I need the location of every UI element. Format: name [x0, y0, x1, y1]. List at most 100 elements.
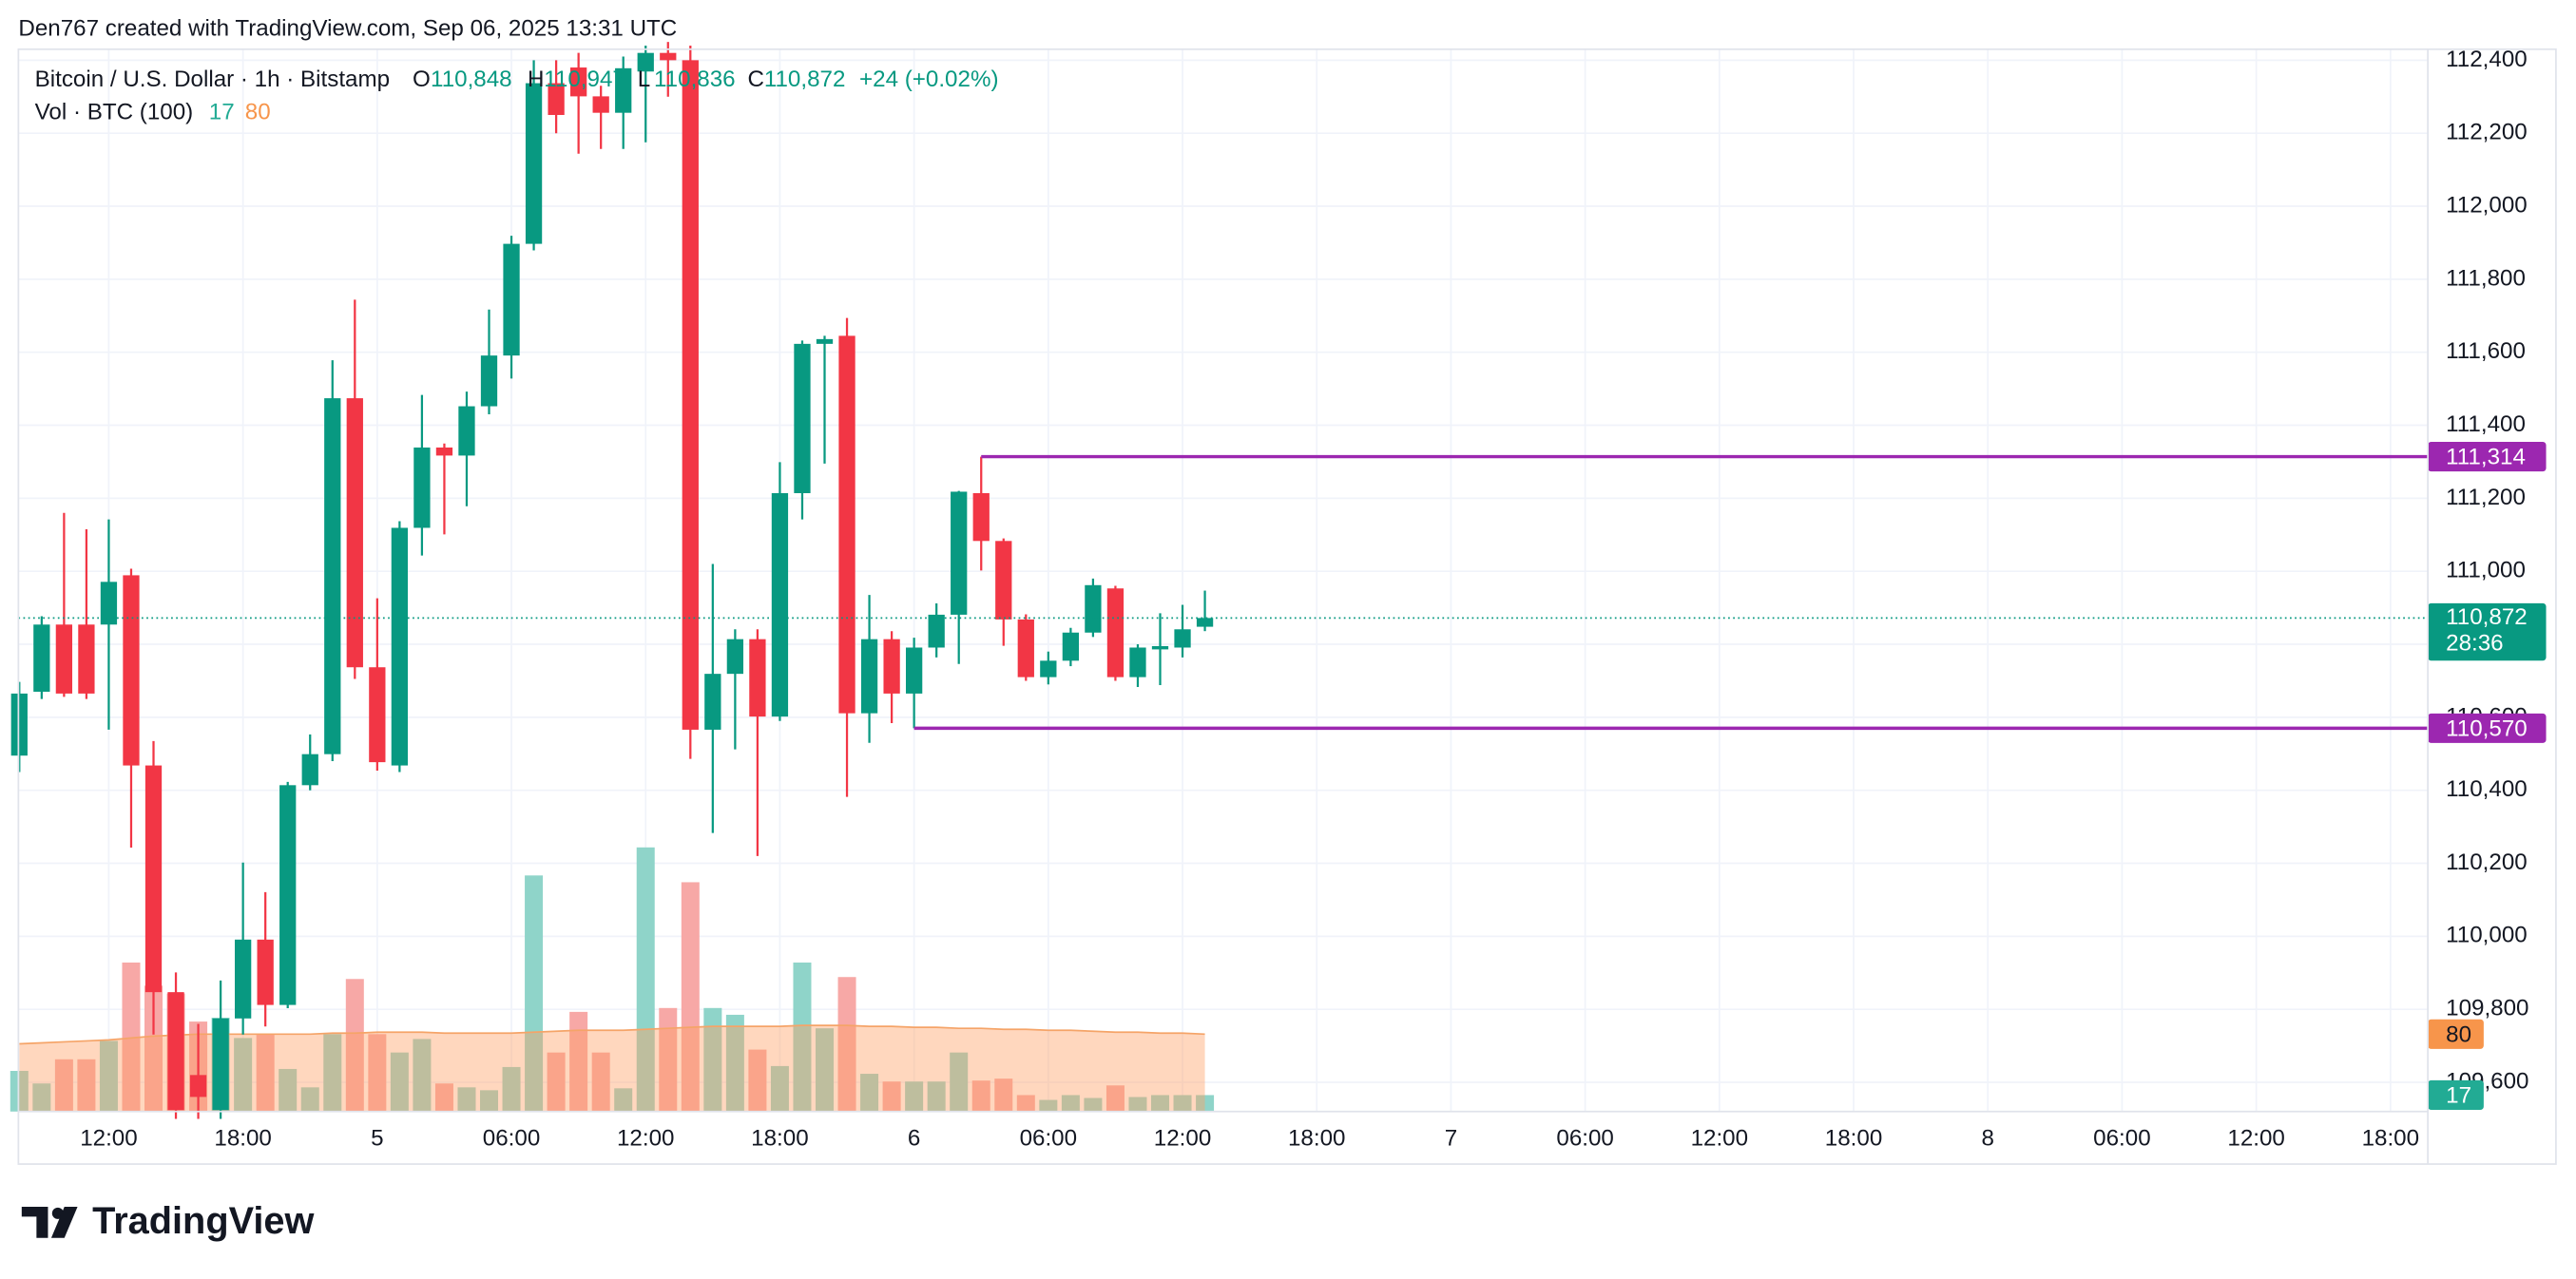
candle-body: [55, 624, 73, 694]
volume-ma-label: 80: [2446, 1021, 2471, 1047]
volume-bar: [569, 1011, 588, 1112]
y-tick-label: 109,800: [2446, 996, 2528, 1021]
y-tick-label: 111,600: [2446, 338, 2526, 364]
volume-bar: [256, 1034, 275, 1112]
candle-body: [995, 541, 1012, 620]
volume-last-label: 17: [2446, 1083, 2471, 1109]
candle-body: [1174, 629, 1191, 648]
candle-body: [838, 335, 855, 714]
brand-logo: [21, 1206, 78, 1238]
y-tick-label: 110,200: [2446, 849, 2528, 875]
volume-bar: [234, 1038, 253, 1112]
candle-body: [458, 406, 475, 456]
countdown-label: 28:36: [2446, 630, 2504, 656]
x-tick-label: 18:00: [2362, 1126, 2420, 1152]
candle-body: [525, 83, 543, 244]
x-tick-label: 06:00: [1556, 1126, 1613, 1152]
candle-body: [144, 765, 163, 993]
volume-bar: [860, 1074, 879, 1112]
brand-name: TradingView: [92, 1200, 314, 1242]
x-tick-label: 06:00: [2093, 1126, 2151, 1152]
price-line-label-bg: [2428, 713, 2547, 743]
volume-bar: [413, 1039, 432, 1112]
candle-body: [123, 575, 140, 766]
candle-body: [1062, 632, 1080, 661]
volume-ma-label-bg: [2428, 1019, 2484, 1049]
volume-last-label-bg: [2428, 1079, 2484, 1110]
last-price-label: 110,872: [2446, 604, 2528, 630]
candle-body: [480, 355, 498, 407]
x-tick-label: 12:00: [1154, 1126, 1212, 1152]
candle-body: [794, 343, 811, 493]
x-tick-label: 12:00: [80, 1126, 137, 1152]
volume-bar: [816, 1028, 835, 1112]
y-tick-label: 110,000: [2446, 923, 2528, 948]
plot: [10, 42, 2429, 1119]
y-tick-label: 112,200: [2446, 120, 2528, 145]
candle-body: [951, 491, 968, 615]
y-tick-label: 112,400: [2446, 47, 2528, 72]
volume-bar: [457, 1087, 476, 1112]
x-tick-label: 18:00: [1288, 1126, 1345, 1152]
y-tick-label: 111,200: [2446, 485, 2526, 510]
volume-bar: [994, 1079, 1013, 1112]
volume-bar: [770, 1065, 789, 1112]
volume-bar: [837, 977, 856, 1112]
candle-body: [369, 667, 386, 763]
candle-body: [100, 582, 118, 625]
volume-bar: [99, 1040, 118, 1112]
volume-title: Vol · BTC (100): [35, 100, 194, 125]
last-price-label-bg: [2428, 602, 2547, 661]
volume-bar: [480, 1090, 499, 1112]
price-line-label-bg: [2428, 442, 2547, 472]
candle-body: [570, 67, 587, 97]
candle-body: [860, 639, 878, 714]
candle-body: [346, 398, 363, 668]
ohlc-value: 110,836: [654, 67, 736, 92]
ohlc-value: 110,872: [764, 67, 846, 92]
candle-body: [391, 527, 409, 766]
y-tick-label: 111,000: [2446, 558, 2526, 583]
x-tick-label: 12:00: [617, 1126, 675, 1152]
volume-bar: [54, 1059, 73, 1112]
frame: [17, 48, 2557, 1165]
volume-bar: [1039, 1099, 1058, 1112]
y-tick-label: 111,400: [2446, 411, 2526, 437]
volume-bar: [10, 1070, 29, 1112]
volume-bar: [1128, 1097, 1147, 1112]
candle-body: [212, 1018, 229, 1111]
volume-bar: [434, 1083, 453, 1112]
volume-bar: [703, 1007, 722, 1112]
candle-body: [235, 939, 252, 1019]
candle-body: [435, 447, 453, 456]
candle-body: [548, 83, 565, 115]
candle-body: [816, 338, 834, 344]
ohlc-letter: H: [528, 67, 544, 92]
candle-body: [1085, 584, 1102, 633]
candle-body: [637, 52, 654, 72]
candle-body: [1196, 618, 1214, 627]
ohlc-value: 110,947: [544, 67, 625, 92]
volume-bar: [636, 847, 655, 1112]
x-tick-label: 18:00: [214, 1126, 272, 1152]
volume-bar: [793, 962, 812, 1112]
candle-body: [660, 52, 677, 61]
x-tick-label: 7: [1445, 1126, 1457, 1152]
volume-bar: [32, 1083, 51, 1112]
volume-bar: [971, 1080, 990, 1112]
x-tick-label: 12:00: [2227, 1126, 2285, 1152]
x-tick-label: 06:00: [1020, 1126, 1077, 1152]
volume-bar: [279, 1068, 298, 1112]
candle-body: [413, 447, 431, 528]
volume-bar: [525, 875, 544, 1112]
symbol-title: Bitcoin / U.S. Dollar · 1h · Bitstamp: [35, 67, 390, 92]
volume-bar: [591, 1052, 610, 1112]
volume-bar: [614, 1088, 633, 1112]
candle-body: [905, 647, 923, 694]
candle-body: [167, 992, 184, 1111]
candle-body: [1040, 660, 1057, 678]
volume-bar: [547, 1052, 566, 1112]
x-tick-label: 6: [908, 1126, 920, 1152]
volume-bar: [905, 1081, 924, 1112]
